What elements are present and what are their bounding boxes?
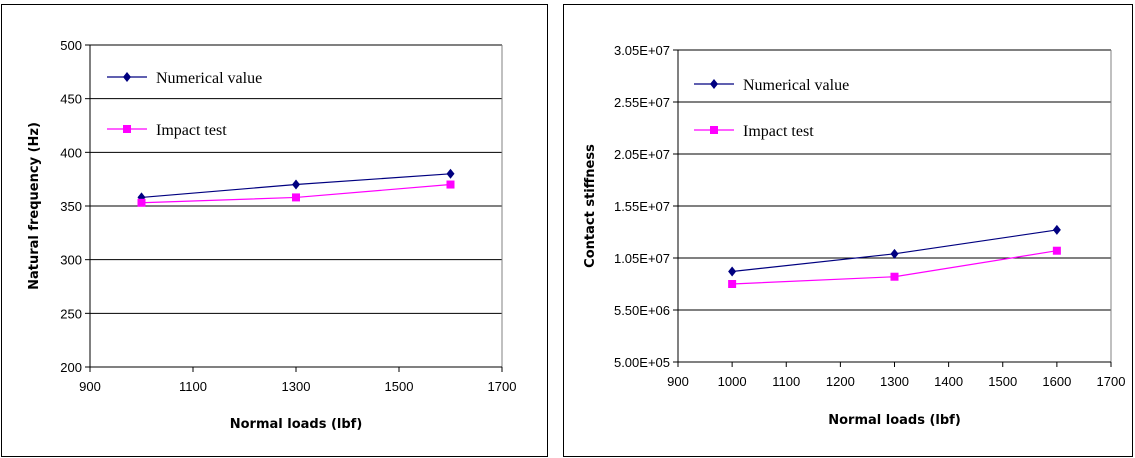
y-tick-label: 250: [60, 306, 82, 321]
data-point-numerical: [446, 168, 455, 179]
x-tick-label: 1000: [718, 374, 747, 389]
y-tick-label: 350: [60, 199, 82, 214]
y-tick-label: 500: [60, 38, 82, 53]
x-axis-title: Normal loads (lbf): [230, 417, 363, 432]
x-axis-title: Normal loads (lbf): [828, 413, 961, 428]
legend-marker: [710, 79, 718, 89]
data-point-impact: [890, 272, 899, 281]
natural-frequency-chart-svg: 200 250 300 350 400 450 500 900 1100 1300 1500 1700…: [27, 38, 517, 432]
y-tick-label: 450: [60, 92, 82, 107]
x-tick-label: 1500: [385, 379, 414, 394]
y-axis-title: Contact stiffness: [583, 144, 598, 268]
y-tick-label: 3.05E+07: [614, 43, 670, 58]
x-tick-label: 900: [79, 379, 101, 394]
y-tick-label: 2.05E+07: [614, 147, 670, 162]
legend-label: Impact test: [743, 123, 814, 140]
y-tick-label: 1.55E+07: [614, 199, 670, 214]
x-tick-label: 1500: [988, 374, 1017, 389]
natural-frequency-chart: 200 250 300 350 400 450 500 900 1100 1300 1500 1700…: [1, 4, 548, 457]
y-tick-label: 200: [60, 360, 82, 375]
legend-label: Numerical value: [156, 70, 262, 87]
data-point-numerical: [1052, 224, 1061, 235]
x-tick-label: 1100: [772, 374, 800, 389]
y-tick-label: 2.55E+07: [614, 95, 670, 110]
x-tick-label: 1300: [282, 379, 311, 394]
y-tick-label: 5.50E+06: [614, 303, 670, 318]
y-tick-label: 1.05E+07: [614, 251, 670, 266]
data-point-numerical: [890, 248, 899, 259]
legend-marker: [123, 72, 131, 82]
x-tick-label: 1300: [880, 374, 909, 389]
x-tick-label: 1400: [934, 374, 963, 389]
y-tick-label: 400: [60, 145, 82, 160]
data-point-numerical: [292, 179, 300, 190]
legend-label: Numerical value: [743, 77, 849, 94]
data-point-numerical: [728, 266, 737, 277]
legend-marker: [710, 126, 718, 134]
data-point-impact: [728, 280, 737, 288]
contact-stiffness-chart: 5.00E+05 5.50E+06 1.05E+07 1.55E+07 2.05E+07…: [563, 4, 1133, 457]
y-tick-label: 300: [60, 253, 82, 268]
x-tick-label: 1200: [826, 374, 855, 389]
x-tick-label: 900: [667, 374, 689, 389]
x-tick-label: 1100: [179, 379, 207, 394]
data-point-impact: [1052, 246, 1061, 255]
contact-stiffness-chart-svg: 5.00E+05 5.50E+06 1.05E+07 1.55E+07 2.05E+07…: [583, 43, 1126, 428]
data-point-impact: [446, 180, 455, 189]
y-tick-label: 5.00E+05: [614, 355, 670, 370]
x-tick-label: 1700: [1097, 374, 1126, 389]
legend-marker: [123, 125, 131, 133]
x-tick-label: 1600: [1042, 374, 1071, 389]
legend-label: Impact test: [156, 122, 227, 139]
data-point-impact: [292, 193, 300, 202]
data-point-impact: [137, 198, 146, 207]
x-tick-label: 1700: [488, 379, 517, 394]
y-axis-title: Natural frequency (Hz): [27, 122, 42, 290]
